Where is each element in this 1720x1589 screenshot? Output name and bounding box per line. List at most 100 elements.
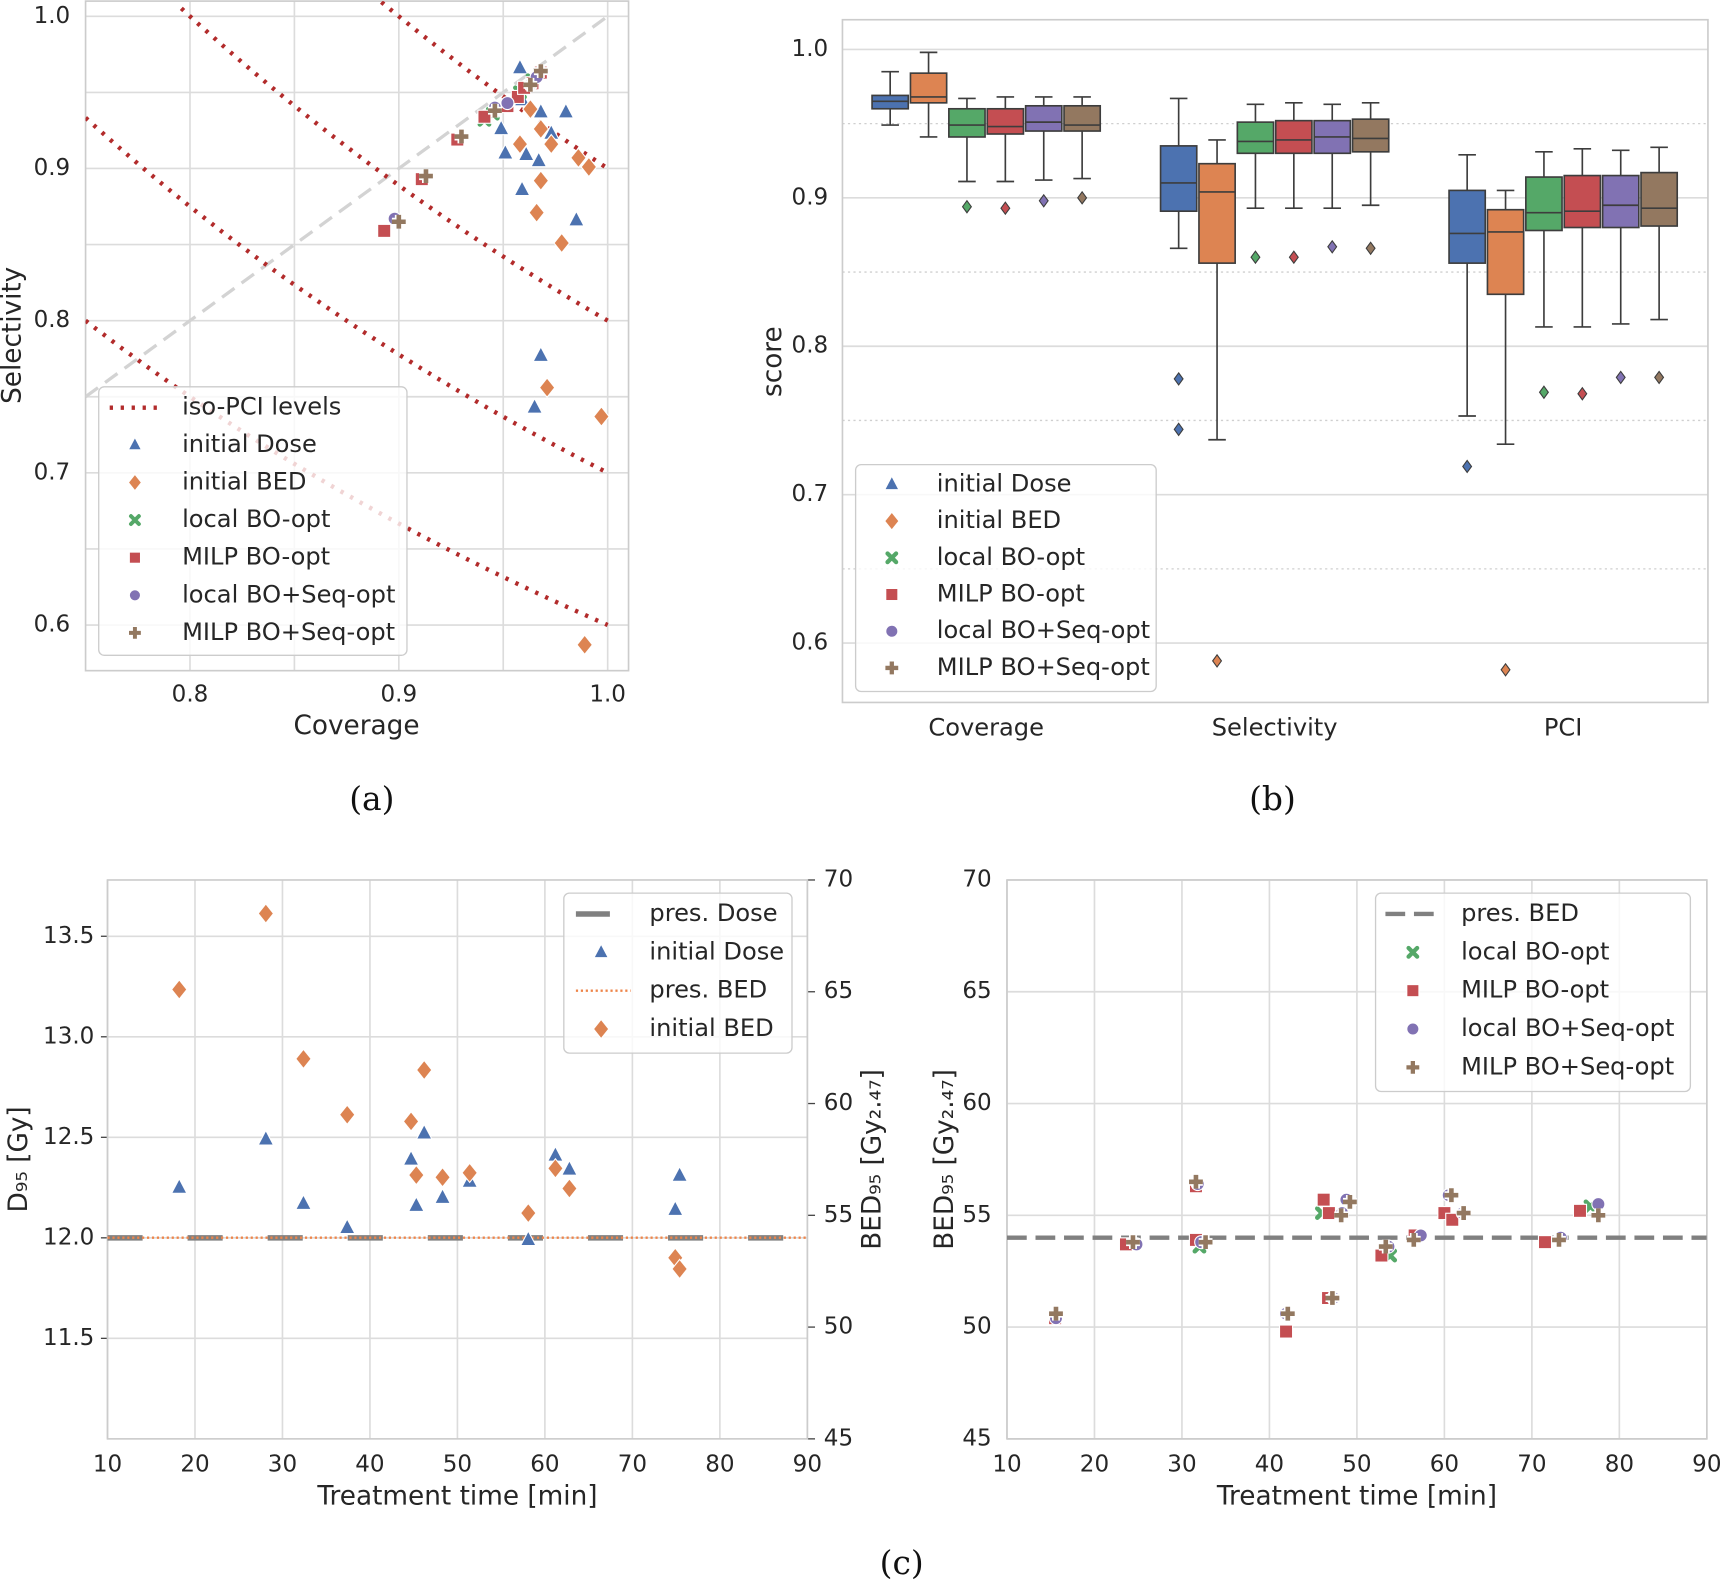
panel-label-b: (b): [1249, 779, 1296, 818]
legend: pres. BED local BO-opt MILP BO-opt local BO…: [1374, 892, 1692, 1093]
data-point-plus: [1456, 1206, 1471, 1220]
x-tick-label: 0.9: [381, 681, 418, 707]
y-tick-label: 0.6: [34, 612, 71, 638]
legend-label: MILP BO-opt: [1461, 976, 1609, 1004]
right-y-tick-label: 70: [824, 866, 853, 892]
outlier-point: [1654, 370, 1665, 385]
outlier-point: [1038, 193, 1049, 208]
data-point-triangle: [513, 179, 531, 197]
y-tick-label: 12.0: [43, 1224, 94, 1250]
y-axis-label: Selectivity: [0, 267, 28, 404]
outlier-point: [1615, 370, 1626, 385]
y-tick-label: 55: [962, 1202, 991, 1228]
box-0-5: [1063, 96, 1102, 205]
data-point-triangle: [402, 1149, 420, 1166]
legend-marker-plus: [1406, 1060, 1420, 1074]
box-iqr: [1274, 119, 1313, 155]
data-point-square: [1321, 1206, 1336, 1221]
x-tick-label: 60: [1430, 1452, 1459, 1478]
outlier-point: [1077, 190, 1088, 205]
right-y-tick-label: 60: [824, 1090, 853, 1116]
data-point-diamond: [295, 1048, 312, 1070]
data-point-square: [1278, 1324, 1294, 1339]
box-1-4: [1313, 103, 1352, 254]
panel-label-a: (a): [349, 779, 394, 818]
data-point-diamond: [580, 156, 598, 178]
y-tick-label: 0.7: [792, 481, 829, 507]
x-axis-label: Treatment time [min]: [1216, 1481, 1497, 1511]
outlier-point: [1250, 250, 1261, 265]
y-tick-label: 12.5: [43, 1124, 94, 1150]
iso-pci-line: [179, 6, 609, 323]
box-iqr: [1563, 174, 1602, 229]
right-y-tick-label: 50: [824, 1314, 853, 1340]
outlier-point: [1327, 239, 1338, 254]
outlier-point: [1365, 241, 1376, 256]
outlier-point: [1538, 385, 1550, 400]
data-point-diamond: [461, 1162, 479, 1184]
axes-frame: [106, 879, 809, 1440]
outlier-point: [1173, 422, 1184, 437]
legend-label: local BO-opt: [182, 505, 330, 533]
box-1-2: [1236, 103, 1275, 265]
iso-pci-line: [85, 116, 609, 475]
box-2-5: [1640, 146, 1679, 385]
data-point-diamond: [532, 170, 550, 192]
right-y-tick-label: 65: [824, 978, 853, 1004]
box-iqr: [909, 72, 948, 104]
data-point-diamond: [528, 202, 546, 224]
x-tick-label: 80: [1605, 1452, 1634, 1478]
legend-marker-diamond: [883, 511, 900, 531]
legend-label: iso-PCI levels: [182, 393, 341, 421]
legend-marker-diamond: [127, 473, 143, 492]
data-point-triangle: [519, 1229, 537, 1247]
y-tick-label: 13.0: [43, 1023, 94, 1049]
data-point-plus: [1591, 1208, 1606, 1223]
data-point-triangle: [170, 1177, 188, 1194]
data-point-plus: [1325, 1291, 1340, 1305]
y-tick-label: 45: [962, 1425, 991, 1451]
legend-frame: [1374, 892, 1692, 1093]
outlier-point: [1000, 201, 1011, 216]
legend-label: pres. BED: [1461, 899, 1579, 927]
legend-label: local BO-opt: [937, 543, 1085, 571]
y-tick-label: 0.9: [34, 155, 71, 181]
box-iqr: [986, 107, 1025, 135]
box-iqr: [1448, 189, 1487, 264]
identity-line: [85, 14, 609, 399]
outlier-point: [1577, 386, 1588, 401]
box-1-0: [1159, 97, 1198, 437]
x-category-label: PCI: [1544, 714, 1583, 742]
data-point-diamond: [561, 1178, 578, 1199]
box-iqr: [1640, 171, 1679, 227]
legend-label: initial BED: [182, 468, 306, 496]
legend-label: initial Dose: [182, 430, 317, 458]
data-point-triangle: [511, 58, 529, 75]
right-y-tick-label: 55: [824, 1202, 853, 1228]
axes-frame: [841, 18, 1709, 704]
x-tick-label: 40: [1255, 1452, 1284, 1478]
data-point-triangle: [530, 150, 548, 168]
data-point-square: [1445, 1212, 1460, 1227]
legend-frame: [854, 463, 1157, 693]
box-0-1: [909, 51, 948, 138]
data-point-triangle: [666, 1199, 684, 1216]
data-point-triangle: [517, 144, 535, 162]
x-tick-label: 90: [793, 1452, 822, 1478]
legend: initial Dose initial BED local BO-opt MILP …: [854, 463, 1157, 693]
data-point-triangle: [338, 1217, 356, 1235]
right-y-tick-label: 45: [824, 1425, 853, 1451]
x-tick-label: 70: [1517, 1452, 1546, 1478]
data-point-diamond: [402, 1110, 420, 1132]
data-point-diamond: [170, 979, 188, 1000]
data-point-plus: [1552, 1232, 1566, 1247]
data-point-triangle: [525, 397, 544, 414]
x-category-label: Coverage: [928, 714, 1044, 742]
x-tick-label: 50: [1342, 1452, 1371, 1478]
x-tick-label: 0.8: [172, 681, 209, 707]
data-point-triangle: [560, 1159, 578, 1176]
data-point-diamond: [511, 133, 529, 155]
x-category-label: Selectivity: [1212, 714, 1338, 742]
box-iqr: [1486, 208, 1525, 296]
box-iqr: [1351, 118, 1390, 153]
